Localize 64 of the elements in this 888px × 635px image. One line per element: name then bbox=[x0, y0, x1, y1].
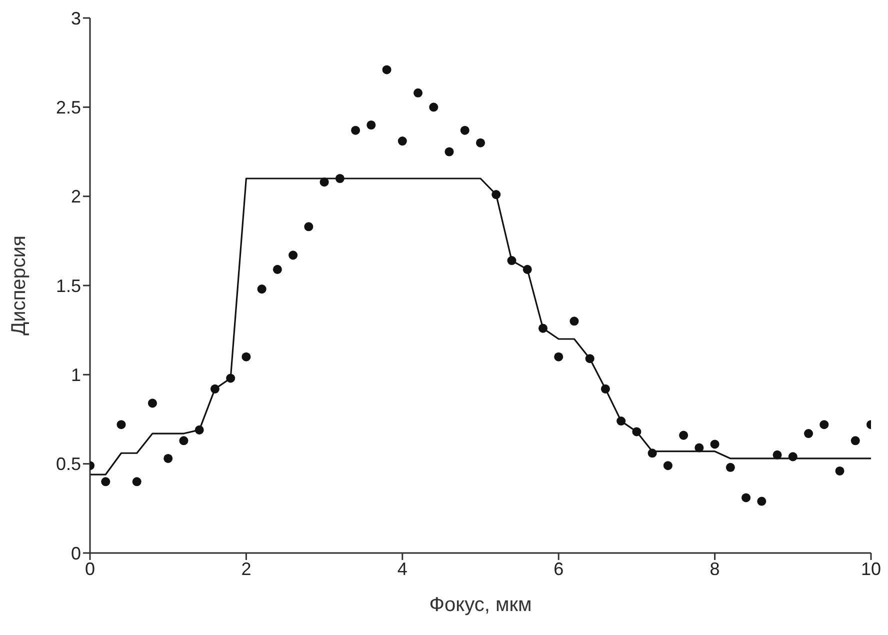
point bbox=[726, 462, 735, 472]
point bbox=[804, 429, 814, 438]
x-tick-label: 6 bbox=[554, 558, 564, 579]
point bbox=[226, 374, 236, 383]
point bbox=[164, 454, 173, 463]
point bbox=[351, 126, 360, 135]
point bbox=[444, 147, 454, 156]
point bbox=[101, 477, 110, 486]
y-tick-label: 0.5 bbox=[56, 454, 81, 474]
point bbox=[570, 316, 579, 326]
point bbox=[429, 102, 438, 112]
point bbox=[335, 174, 344, 184]
point bbox=[616, 416, 626, 426]
point bbox=[820, 420, 829, 430]
y-tick-label: 2.5 bbox=[56, 98, 81, 118]
point bbox=[460, 126, 470, 135]
point bbox=[585, 354, 594, 364]
point bbox=[132, 477, 142, 486]
point bbox=[538, 324, 548, 333]
point bbox=[304, 222, 314, 232]
point bbox=[179, 436, 188, 446]
point bbox=[772, 450, 782, 460]
y-tick-label: 3 bbox=[70, 8, 81, 28]
x-tick-label: 8 bbox=[710, 558, 720, 579]
point bbox=[522, 264, 532, 274]
point bbox=[757, 496, 766, 506]
point bbox=[194, 425, 204, 434]
point bbox=[382, 65, 392, 74]
point bbox=[679, 430, 688, 440]
point bbox=[694, 443, 704, 452]
point bbox=[257, 284, 266, 294]
point bbox=[850, 436, 860, 446]
x-tick-label: 10 bbox=[860, 558, 882, 579]
y-tick-label: 2 bbox=[70, 186, 81, 207]
point bbox=[414, 88, 423, 98]
point bbox=[320, 178, 329, 187]
point bbox=[710, 440, 720, 449]
point bbox=[507, 256, 516, 266]
x-axis-title: Фокус, мкм bbox=[429, 594, 532, 616]
x-tick-label: 4 bbox=[397, 558, 408, 579]
point bbox=[242, 352, 251, 362]
point bbox=[663, 461, 672, 470]
point bbox=[210, 384, 220, 394]
point bbox=[600, 384, 610, 394]
point bbox=[554, 352, 564, 362]
point bbox=[116, 420, 126, 430]
point bbox=[288, 250, 298, 260]
point bbox=[476, 138, 486, 148]
point bbox=[788, 452, 798, 462]
point bbox=[148, 398, 157, 408]
x-tick-label: 2 bbox=[241, 558, 252, 579]
y-tick-label: 0 bbox=[70, 543, 81, 564]
point bbox=[398, 136, 407, 146]
y-tick-label: 1 bbox=[70, 365, 81, 386]
point bbox=[742, 493, 751, 502]
x-tick-label: 0 bbox=[84, 558, 96, 579]
point bbox=[835, 466, 844, 476]
y-tick-label: 1.5 bbox=[56, 276, 81, 296]
point bbox=[366, 120, 376, 130]
y-axis-title: Дисперсия bbox=[8, 236, 30, 336]
point bbox=[648, 448, 657, 458]
point bbox=[632, 427, 642, 436]
point bbox=[272, 264, 282, 274]
point bbox=[492, 190, 501, 200]
